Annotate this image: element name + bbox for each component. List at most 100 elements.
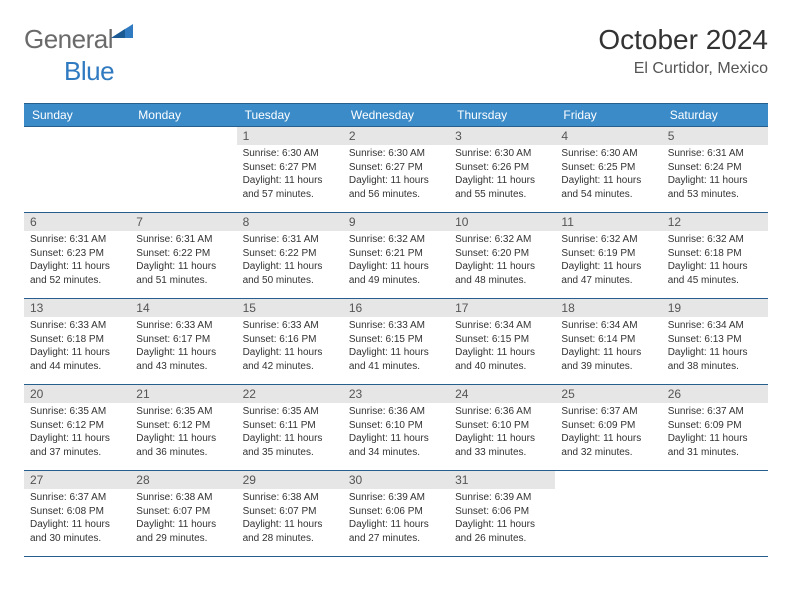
day-number: 26 [662,385,768,403]
day-details: Sunrise: 6:37 AMSunset: 6:08 PMDaylight:… [24,489,130,549]
calendar-day-cell: 31Sunrise: 6:39 AMSunset: 6:06 PMDayligh… [449,471,555,557]
day-number: 25 [555,385,661,403]
day-number: 9 [343,213,449,231]
day-number: 24 [449,385,555,403]
day-number: 12 [662,213,768,231]
calendar-day-cell: 25Sunrise: 6:37 AMSunset: 6:09 PMDayligh… [555,385,661,471]
day-details: Sunrise: 6:35 AMSunset: 6:11 PMDaylight:… [237,403,343,463]
day-number: 3 [449,127,555,145]
calendar-day-cell: 4Sunrise: 6:30 AMSunset: 6:25 PMDaylight… [555,127,661,213]
calendar-day-cell: 23Sunrise: 6:36 AMSunset: 6:10 PMDayligh… [343,385,449,471]
calendar-day-cell: 28Sunrise: 6:38 AMSunset: 6:07 PMDayligh… [130,471,236,557]
dayname-sun: Sunday [24,104,130,127]
calendar-week-row: 6Sunrise: 6:31 AMSunset: 6:23 PMDaylight… [24,213,768,299]
day-number: 29 [237,471,343,489]
calendar-day-cell: 7Sunrise: 6:31 AMSunset: 6:22 PMDaylight… [130,213,236,299]
calendar-day-cell: 26Sunrise: 6:37 AMSunset: 6:09 PMDayligh… [662,385,768,471]
calendar-day-cell: 5Sunrise: 6:31 AMSunset: 6:24 PMDaylight… [662,127,768,213]
calendar-day-cell: 12Sunrise: 6:32 AMSunset: 6:18 PMDayligh… [662,213,768,299]
day-details: Sunrise: 6:32 AMSunset: 6:18 PMDaylight:… [662,231,768,291]
day-number: 1 [237,127,343,145]
calendar-header-row: Sunday Monday Tuesday Wednesday Thursday… [24,104,768,127]
page-title: October 2024 [598,24,768,56]
day-number: 11 [555,213,661,231]
calendar-week-row: 13Sunrise: 6:33 AMSunset: 6:18 PMDayligh… [24,299,768,385]
day-details: Sunrise: 6:37 AMSunset: 6:09 PMDaylight:… [662,403,768,463]
calendar-week-row: 27Sunrise: 6:37 AMSunset: 6:08 PMDayligh… [24,471,768,557]
day-details: Sunrise: 6:39 AMSunset: 6:06 PMDaylight:… [449,489,555,549]
day-number: 4 [555,127,661,145]
day-details: Sunrise: 6:33 AMSunset: 6:17 PMDaylight:… [130,317,236,377]
calendar-day-cell: 16Sunrise: 6:33 AMSunset: 6:15 PMDayligh… [343,299,449,385]
calendar-day-cell: 9Sunrise: 6:32 AMSunset: 6:21 PMDaylight… [343,213,449,299]
calendar-day-cell [555,471,661,557]
calendar-day-cell: 24Sunrise: 6:36 AMSunset: 6:10 PMDayligh… [449,385,555,471]
day-number: 5 [662,127,768,145]
day-number: 30 [343,471,449,489]
day-number: 2 [343,127,449,145]
dayname-mon: Monday [130,104,236,127]
calendar-day-cell [130,127,236,213]
day-number: 31 [449,471,555,489]
day-details: Sunrise: 6:34 AMSunset: 6:14 PMDaylight:… [555,317,661,377]
logo-text-blue: Blue [64,56,114,87]
day-number: 18 [555,299,661,317]
calendar-day-cell: 21Sunrise: 6:35 AMSunset: 6:12 PMDayligh… [130,385,236,471]
calendar-day-cell: 29Sunrise: 6:38 AMSunset: 6:07 PMDayligh… [237,471,343,557]
day-details: Sunrise: 6:34 AMSunset: 6:15 PMDaylight:… [449,317,555,377]
day-details: Sunrise: 6:31 AMSunset: 6:24 PMDaylight:… [662,145,768,205]
calendar-day-cell: 14Sunrise: 6:33 AMSunset: 6:17 PMDayligh… [130,299,236,385]
day-number: 28 [130,471,236,489]
day-details: Sunrise: 6:31 AMSunset: 6:23 PMDaylight:… [24,231,130,291]
logo: General [24,24,135,55]
day-number: 22 [237,385,343,403]
dayname-thu: Thursday [449,104,555,127]
calendar-day-cell: 27Sunrise: 6:37 AMSunset: 6:08 PMDayligh… [24,471,130,557]
day-number: 10 [449,213,555,231]
calendar-day-cell: 22Sunrise: 6:35 AMSunset: 6:11 PMDayligh… [237,385,343,471]
day-number: 6 [24,213,130,231]
day-number: 17 [449,299,555,317]
calendar-day-cell: 8Sunrise: 6:31 AMSunset: 6:22 PMDaylight… [237,213,343,299]
day-details: Sunrise: 6:32 AMSunset: 6:20 PMDaylight:… [449,231,555,291]
calendar-table: Sunday Monday Tuesday Wednesday Thursday… [24,103,768,557]
title-block: October 2024 El Curtidor, Mexico [598,24,768,78]
calendar-day-cell: 11Sunrise: 6:32 AMSunset: 6:19 PMDayligh… [555,213,661,299]
dayname-wed: Wednesday [343,104,449,127]
day-details: Sunrise: 6:33 AMSunset: 6:15 PMDaylight:… [343,317,449,377]
day-details: Sunrise: 6:31 AMSunset: 6:22 PMDaylight:… [130,231,236,291]
calendar-day-cell: 10Sunrise: 6:32 AMSunset: 6:20 PMDayligh… [449,213,555,299]
day-details: Sunrise: 6:32 AMSunset: 6:21 PMDaylight:… [343,231,449,291]
day-details: Sunrise: 6:36 AMSunset: 6:10 PMDaylight:… [343,403,449,463]
calendar-day-cell: 15Sunrise: 6:33 AMSunset: 6:16 PMDayligh… [237,299,343,385]
day-details: Sunrise: 6:30 AMSunset: 6:26 PMDaylight:… [449,145,555,205]
day-number: 15 [237,299,343,317]
day-number: 8 [237,213,343,231]
dayname-fri: Friday [555,104,661,127]
day-details: Sunrise: 6:33 AMSunset: 6:16 PMDaylight:… [237,317,343,377]
day-details: Sunrise: 6:36 AMSunset: 6:10 PMDaylight:… [449,403,555,463]
day-details: Sunrise: 6:37 AMSunset: 6:09 PMDaylight:… [555,403,661,463]
calendar-day-cell [24,127,130,213]
calendar-day-cell: 17Sunrise: 6:34 AMSunset: 6:15 PMDayligh… [449,299,555,385]
day-details: Sunrise: 6:35 AMSunset: 6:12 PMDaylight:… [130,403,236,463]
calendar-day-cell: 30Sunrise: 6:39 AMSunset: 6:06 PMDayligh… [343,471,449,557]
calendar-day-cell: 13Sunrise: 6:33 AMSunset: 6:18 PMDayligh… [24,299,130,385]
calendar-week-row: 1Sunrise: 6:30 AMSunset: 6:27 PMDaylight… [24,127,768,213]
day-number: 27 [24,471,130,489]
calendar-day-cell: 20Sunrise: 6:35 AMSunset: 6:12 PMDayligh… [24,385,130,471]
day-details: Sunrise: 6:30 AMSunset: 6:25 PMDaylight:… [555,145,661,205]
calendar-page: General October 2024 El Curtidor, Mexico… [0,0,792,557]
logo-triangle-icon [111,20,133,45]
day-details: Sunrise: 6:34 AMSunset: 6:13 PMDaylight:… [662,317,768,377]
day-number: 13 [24,299,130,317]
day-number: 7 [130,213,236,231]
calendar-day-cell: 18Sunrise: 6:34 AMSunset: 6:14 PMDayligh… [555,299,661,385]
calendar-day-cell: 1Sunrise: 6:30 AMSunset: 6:27 PMDaylight… [237,127,343,213]
calendar-day-cell: 3Sunrise: 6:30 AMSunset: 6:26 PMDaylight… [449,127,555,213]
day-number: 19 [662,299,768,317]
day-number: 23 [343,385,449,403]
day-details: Sunrise: 6:35 AMSunset: 6:12 PMDaylight:… [24,403,130,463]
day-details: Sunrise: 6:31 AMSunset: 6:22 PMDaylight:… [237,231,343,291]
page-subtitle: El Curtidor, Mexico [598,60,768,78]
